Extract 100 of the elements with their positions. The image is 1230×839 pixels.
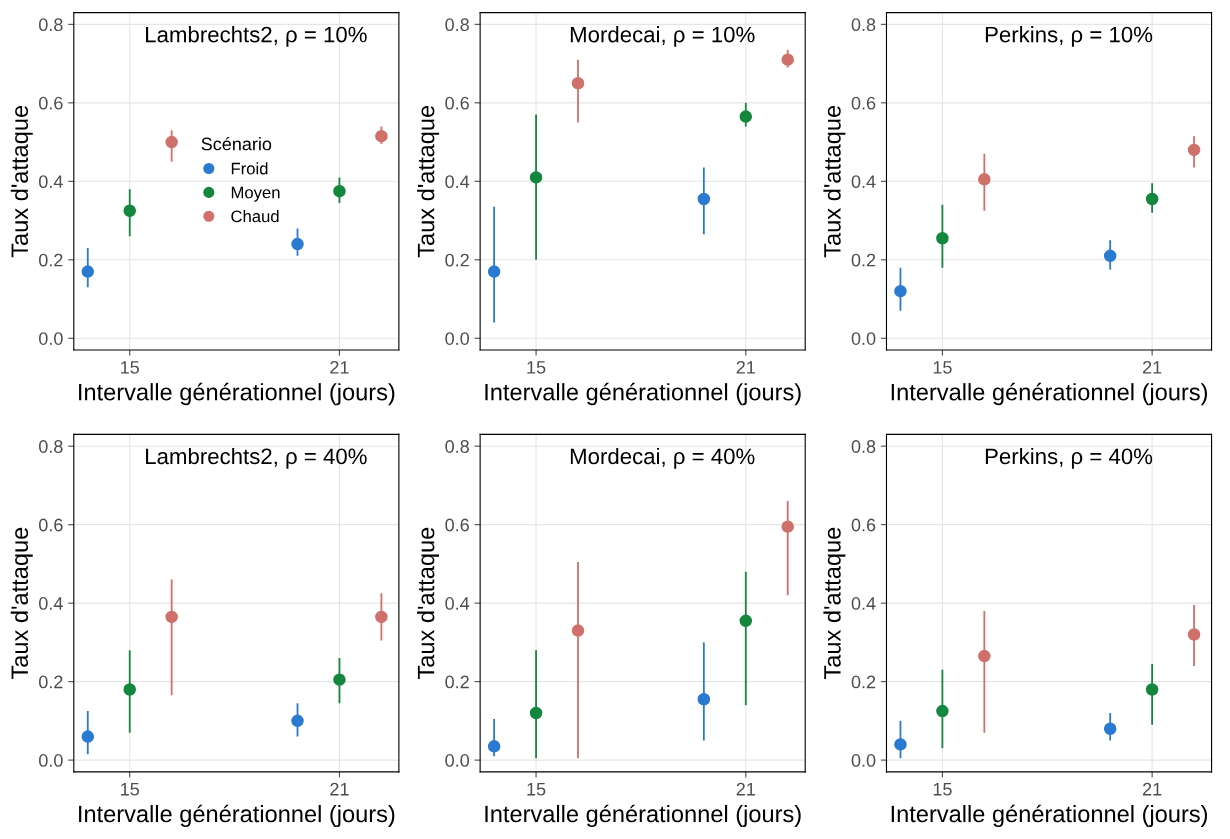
y-axis-title: Taux d'attaque: [417, 105, 440, 258]
legend-label: Moyen: [231, 186, 280, 202]
y-tick-label: 0.6: [445, 96, 469, 110]
point: [529, 706, 543, 720]
y-tick-label: 0.0: [851, 332, 876, 345]
x-tick-label: 21: [736, 360, 755, 374]
x-tick-label: 21: [330, 782, 349, 796]
y-tick-label: 0.6: [445, 518, 469, 532]
text: Perkins, ρ = 10%: [985, 26, 1153, 47]
x-tick-label: 21: [1143, 360, 1162, 374]
point: [375, 610, 388, 624]
y-tick-label: 0.0: [38, 754, 63, 767]
y-tick-label: 0.6: [851, 96, 876, 110]
point: [333, 673, 346, 686]
y-axis-title: Taux d'attaque: [823, 105, 846, 258]
point: [165, 610, 178, 624]
point: [291, 714, 304, 728]
y-tick-label: 0.8: [38, 18, 63, 32]
x-tick-label: 15: [527, 361, 546, 374]
y-tick-label: 0.8: [851, 18, 876, 32]
y-tick-label: 0.2: [445, 253, 469, 267]
point: [936, 231, 949, 245]
y-tick-label: 0.4: [445, 597, 470, 610]
text: Mordecai, ρ = 10%: [570, 26, 755, 47]
y-axis-title: Taux d'attaque: [10, 527, 33, 680]
point: [894, 738, 907, 751]
text: Lambrechts2, ρ = 40%: [146, 447, 367, 469]
x-axis-title: Intervalle générationnel (jours): [79, 382, 395, 406]
point: [529, 171, 543, 184]
y-tick-label: 0.6: [38, 518, 63, 532]
x-axis-title: Intervalle générationnel (jours): [79, 804, 395, 827]
point: [487, 740, 501, 753]
point: [165, 135, 178, 149]
y-tick-label: 0.4: [851, 597, 876, 610]
y-tick-label: 0.0: [445, 754, 470, 767]
point: [333, 184, 346, 198]
y-axis-title: Taux d'attaque: [823, 527, 846, 680]
point: [1187, 143, 1201, 157]
y-axis-title: Taux d'attaque: [10, 105, 33, 258]
y-tick-label: 0.8: [445, 18, 469, 32]
x-tick-label: 15: [933, 782, 952, 796]
point: [1187, 628, 1201, 641]
point: [697, 693, 711, 706]
text: Mordecai, ρ = 40%: [570, 447, 755, 469]
point: [571, 624, 585, 637]
x-tick-label: 15: [121, 361, 140, 374]
y-tick-label: 0.4: [445, 175, 470, 189]
y-tick-label: 0.8: [38, 440, 63, 453]
x-tick-label: 15: [121, 782, 140, 796]
point: [1103, 722, 1117, 735]
point: [978, 649, 991, 663]
y-tick-label: 0.2: [851, 253, 876, 267]
text: Lambrechts2, ρ = 10%: [146, 26, 367, 47]
point: [894, 284, 907, 298]
point: [781, 520, 794, 533]
y-tick-label: 0.8: [445, 440, 469, 453]
point: [375, 129, 388, 143]
y-tick-label: 0.6: [38, 96, 63, 110]
y-tick-label: 0.2: [38, 253, 63, 267]
point: [123, 683, 136, 696]
point: [571, 76, 585, 90]
point: [81, 730, 95, 743]
legend-label: Froid: [231, 162, 268, 175]
x-tick-label: 15: [933, 361, 952, 374]
text: Perkins, ρ = 40%: [985, 447, 1153, 469]
x-tick-label: 21: [1143, 782, 1162, 796]
y-tick-label: 0.8: [851, 440, 876, 453]
point: [291, 237, 304, 251]
y-tick-label: 0.6: [851, 518, 876, 532]
x-tick-label: 21: [330, 360, 349, 374]
point: [487, 265, 501, 278]
x-axis-title: Intervalle générationnel (jours): [485, 804, 801, 827]
legend-title: Scénario: [201, 136, 272, 151]
point: [739, 614, 753, 628]
point: [1103, 249, 1117, 263]
point: [936, 704, 949, 718]
x-tick-label: 15: [527, 782, 546, 796]
y-tick-label: 0.2: [38, 675, 63, 689]
point: [1145, 683, 1159, 696]
point: [1145, 192, 1159, 206]
x-axis-title: Intervalle générationnel (jours): [485, 382, 801, 406]
y-tick-label: 0.4: [38, 175, 63, 189]
legend-label: Chaud: [231, 210, 279, 223]
x-tick-label: 21: [736, 782, 755, 796]
y-tick-label: 0.4: [851, 175, 876, 189]
point: [81, 265, 95, 278]
point: [781, 53, 794, 66]
point: [978, 173, 991, 186]
y-axis-title: Taux d'attaque: [417, 527, 440, 680]
point: [739, 110, 753, 123]
y-tick-label: 0.0: [445, 332, 470, 345]
x-axis-title: Intervalle générationnel (jours): [891, 804, 1208, 827]
y-tick-label: 0.2: [851, 675, 876, 689]
y-tick-label: 0.2: [445, 675, 469, 689]
y-tick-label: 0.0: [38, 332, 63, 345]
point: [697, 192, 711, 206]
y-tick-label: 0.4: [38, 597, 63, 610]
y-tick-label: 0.0: [851, 754, 876, 767]
x-axis-title: Intervalle générationnel (jours): [891, 382, 1208, 406]
point: [123, 204, 136, 217]
